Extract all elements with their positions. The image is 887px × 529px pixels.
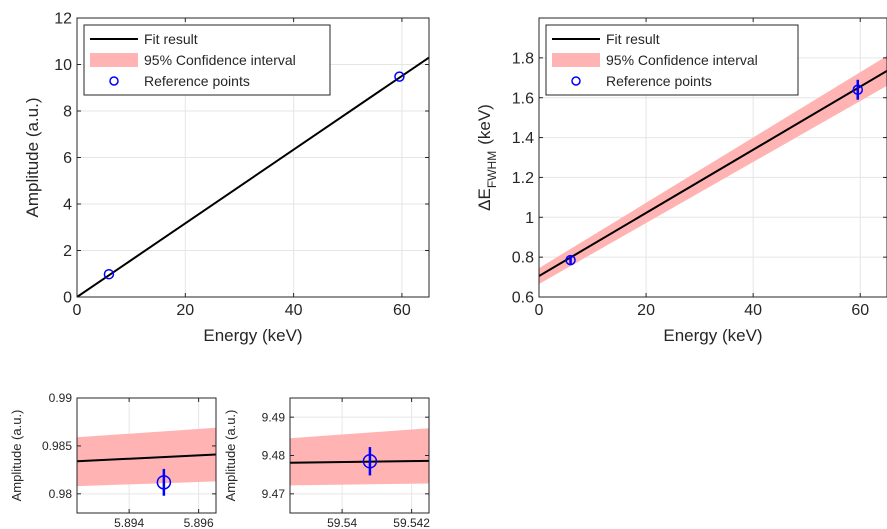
y-tick-label: 1 xyxy=(525,210,534,227)
y-tick-label: 2 xyxy=(63,243,72,260)
y-tick-label: 0.8 xyxy=(512,250,534,267)
x-tick-label: 5.896 xyxy=(184,516,214,529)
y-tick-label: 0.6 xyxy=(512,290,534,307)
x-tick-label: 0 xyxy=(73,302,82,319)
x-tick-label: 59.542 xyxy=(393,516,430,529)
y-tick-label: 1.4 xyxy=(512,130,534,147)
y-axis-label-sub: FWHM xyxy=(485,151,499,188)
confidence-band xyxy=(539,55,887,285)
legend-swatch-band xyxy=(552,53,600,67)
y-axis-label: Amplitude (a.u.) xyxy=(223,410,238,502)
y-tick-label: 6 xyxy=(63,150,72,167)
x-axis-label: Energy (keV) xyxy=(663,326,762,345)
reference-point xyxy=(156,475,172,490)
reference-point xyxy=(852,84,864,95)
legend-entry-1: Fit result xyxy=(606,31,660,47)
y-tick-label: 1.8 xyxy=(512,50,534,67)
x-tick-label: 40 xyxy=(285,302,303,319)
x-tick-label: 59.54 xyxy=(327,516,357,529)
fit-line xyxy=(77,453,216,463)
axes-box xyxy=(538,17,887,298)
legend-entry-2: 95% Confidence interval xyxy=(144,52,296,68)
reference-point xyxy=(565,254,576,266)
legend-swatch-points xyxy=(109,76,119,86)
y-axis-label-unit: (keV) xyxy=(475,104,494,145)
y-tick-label: 8 xyxy=(63,104,72,121)
y-tick-label: 0 xyxy=(63,290,72,307)
y-axis-label: Amplitude (a.u.) xyxy=(9,410,24,502)
y-tick-label: 4 xyxy=(63,197,72,214)
y-tick-label: 10 xyxy=(54,57,72,74)
axes-box xyxy=(76,397,217,514)
x-tick-label: 60 xyxy=(851,302,869,319)
y-tick-label: 0.985 xyxy=(42,439,72,453)
legend-entry-1: Fit result xyxy=(144,31,198,47)
x-tick-label: 60 xyxy=(393,302,411,319)
plot-area xyxy=(539,55,887,285)
y-tick-label: 9.47 xyxy=(262,487,286,501)
fit-line xyxy=(77,56,429,297)
legend: Fit result 95% Confidence interval Referen… xyxy=(545,24,799,96)
reference-point xyxy=(362,454,378,469)
confidence-band xyxy=(290,428,429,486)
legend-entry-3: Reference points xyxy=(144,73,250,89)
legend-swatch-band xyxy=(90,53,138,67)
chart-panel-2: 0 20 40 60 0.6 0.8 1 1.2 1.4 1.6 1.8 Energy (keV) ΔE… xyxy=(475,17,887,345)
chart-panel-1: 0 20 40 60 0 2 4 6 8 10 12 Energy (keV) Amplitude (a… xyxy=(23,11,430,345)
y-tick-label: 9.48 xyxy=(262,449,286,463)
y-tick-label: 1.6 xyxy=(512,90,534,107)
fit-line xyxy=(539,69,887,277)
x-tick-label: 5.894 xyxy=(114,516,144,529)
legend: Fit result 95% Confidence interval Referen… xyxy=(83,24,331,96)
y-axis-label-main: ΔE xyxy=(475,188,494,211)
reference-point xyxy=(394,71,405,82)
legend-swatch-points xyxy=(571,76,581,86)
x-tick-label: 20 xyxy=(176,302,194,319)
y-axis-label: ΔEFWHM (keV) xyxy=(475,104,499,211)
plot-area xyxy=(290,428,429,486)
x-tick-label: 40 xyxy=(744,302,762,319)
y-tick-label: 9.49 xyxy=(262,410,286,424)
x-tick-label: 20 xyxy=(637,302,655,319)
y-tick-label: 1.2 xyxy=(512,170,534,187)
x-tick-label: 0 xyxy=(535,302,544,319)
y-tick-label: 0.98 xyxy=(49,487,73,501)
plot-area xyxy=(77,427,216,496)
y-tick-label: 0.99 xyxy=(49,391,73,405)
x-axis-label: Energy (keV) xyxy=(203,326,302,345)
legend-entry-2: 95% Confidence interval xyxy=(606,52,758,68)
y-tick-label: 12 xyxy=(54,11,72,28)
y-axis-label: Amplitude (a.u.) xyxy=(23,98,42,218)
fit-line xyxy=(290,459,429,464)
reference-point xyxy=(103,268,115,280)
legend-entry-3: Reference points xyxy=(606,73,712,89)
plot-area xyxy=(77,56,429,297)
